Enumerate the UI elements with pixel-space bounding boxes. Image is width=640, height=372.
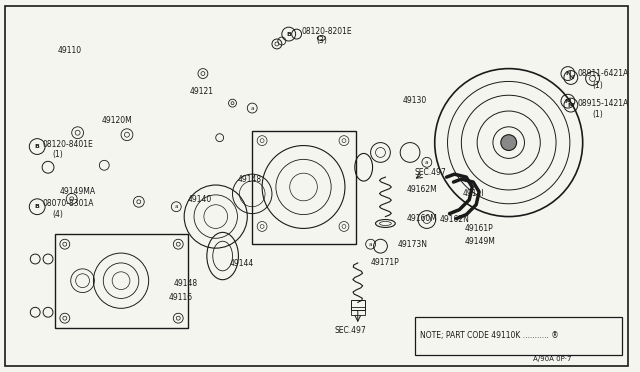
Text: 49149MA: 49149MA (60, 187, 96, 196)
Text: M: M (564, 99, 571, 104)
Bar (351, 307, 365, 315)
Text: 08120-8401E: 08120-8401E (42, 140, 93, 149)
Text: 49160M: 49160M (407, 214, 438, 223)
Text: 49120M: 49120M (101, 116, 132, 125)
Polygon shape (60, 123, 154, 190)
Text: a: a (175, 204, 178, 209)
Text: B: B (35, 144, 40, 149)
Text: (3): (3) (316, 36, 327, 45)
Text: SEC.497: SEC.497 (415, 168, 447, 177)
Text: a: a (369, 242, 372, 247)
Text: NOTE; PART CODE 49110K ........... ®: NOTE; PART CODE 49110K ........... ® (420, 331, 559, 340)
Text: 49148: 49148 (173, 279, 198, 288)
Bar (252, 131, 356, 244)
Text: A/90A 0P·7: A/90A 0P·7 (533, 356, 572, 362)
Bar (351, 301, 365, 310)
Text: a: a (425, 160, 429, 165)
Text: N: N (565, 71, 571, 76)
Text: (1): (1) (593, 110, 604, 119)
Text: 08911-6421A: 08911-6421A (578, 69, 629, 78)
Text: 49130: 49130 (402, 96, 426, 105)
Text: SEC.497: SEC.497 (334, 326, 366, 334)
Polygon shape (55, 187, 163, 253)
Text: N: N (568, 75, 573, 80)
Circle shape (400, 142, 420, 162)
Text: (4): (4) (52, 210, 63, 219)
Text: B: B (35, 204, 40, 209)
Text: 49162M: 49162M (407, 186, 438, 195)
Polygon shape (193, 64, 243, 157)
Text: M: M (568, 103, 574, 108)
Circle shape (501, 135, 516, 151)
Bar (55, 234, 188, 328)
Text: 49173N: 49173N (397, 240, 428, 249)
Text: 49121: 49121 (190, 87, 214, 96)
Text: 49162N: 49162N (440, 215, 470, 224)
Text: 08120-8201E: 08120-8201E (301, 27, 352, 36)
Text: 08915-1421A: 08915-1421A (578, 99, 629, 108)
Text: 49116: 49116 (168, 293, 193, 302)
Text: 49149M: 49149M (464, 237, 495, 246)
Text: 49171P: 49171P (371, 259, 399, 267)
Text: (1): (1) (52, 150, 63, 159)
Text: 4911I: 4911I (462, 189, 484, 198)
Text: 49144: 49144 (230, 259, 254, 269)
Text: 08070-8301A: 08070-8301A (42, 199, 93, 208)
Bar (415, 317, 622, 355)
Text: 49110: 49110 (58, 46, 82, 55)
Text: 49161P: 49161P (464, 224, 493, 233)
Text: 49148: 49148 (237, 174, 262, 184)
Text: a: a (250, 106, 254, 110)
Text: (1): (1) (593, 81, 604, 90)
Text: B: B (286, 32, 291, 36)
Text: 49140: 49140 (188, 195, 212, 204)
